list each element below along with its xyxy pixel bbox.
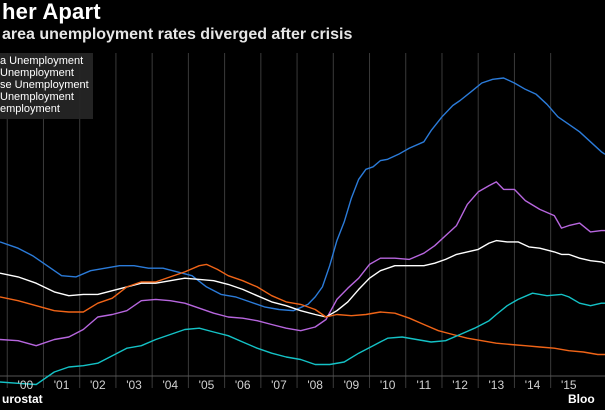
x-tick-label-2009: '09 [344, 378, 360, 392]
legend-entry-2: se Unemployment [0, 79, 89, 91]
x-tick-label-2002: '02 [90, 378, 106, 392]
source-note: urostat [2, 392, 43, 406]
x-tick-label-2007: '07 [271, 378, 287, 392]
legend-entry-0: a Unemployment [0, 55, 84, 67]
x-tick-label-2010: '10 [380, 378, 396, 392]
series-line-1 [0, 181, 605, 347]
legend-entry-1: Unemployment [0, 67, 74, 79]
series-line-3 [0, 263, 605, 356]
x-tick-label-2011: '11 [416, 378, 431, 392]
x-tick-label-2012: '12 [452, 378, 468, 392]
series-line-4 [0, 292, 605, 386]
brand-label: Bloo [568, 392, 595, 406]
legend: a Unemployment Unemployment se Unemploymen… [0, 53, 93, 119]
x-tick-label-2005: '05 [199, 378, 215, 392]
x-tick-label-2014: '14 [525, 378, 541, 392]
series-lines [0, 77, 605, 386]
x-tick-label-2000: '00 [18, 378, 34, 392]
x-tick-label-2004: '04 [162, 378, 178, 392]
x-axis-tick-labels: '00 '01 '02 '03 '04 '05 '06 '07 '08 '09 '10 '11 '12 '… [18, 378, 577, 392]
x-tick-label-2001: '01 [54, 378, 70, 392]
chart-subtitle: area unemployment rates diverged after c… [2, 26, 353, 43]
chart-title: her Apart [2, 0, 101, 24]
x-tick-label-2015: '15 [561, 378, 577, 392]
legend-entry-3: Unemployment [0, 91, 74, 103]
legend-entry-4: employment [0, 103, 60, 115]
x-tick-label-2013: '13 [488, 378, 504, 392]
x-tick-label-2008: '08 [307, 378, 323, 392]
series-line-0 [0, 77, 605, 312]
x-tick-label-2003: '03 [126, 378, 142, 392]
x-tick-label-2006: '06 [235, 378, 251, 392]
